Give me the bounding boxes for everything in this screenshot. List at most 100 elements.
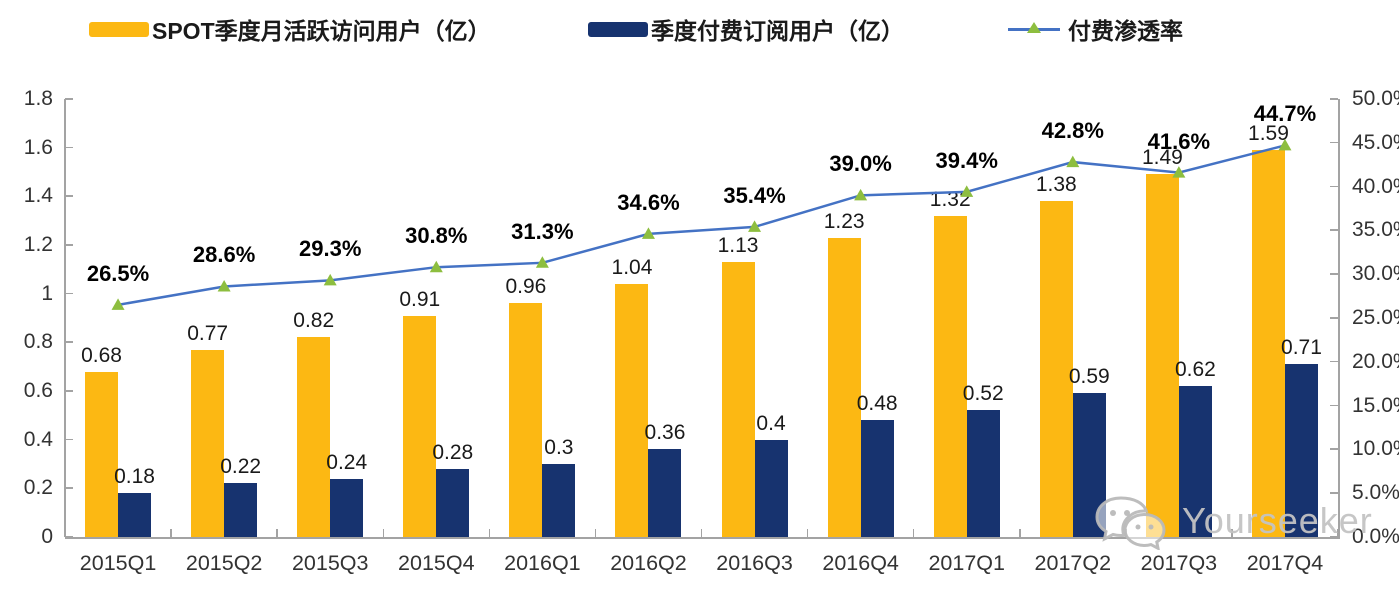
- right-axis-tick: [1330, 141, 1338, 144]
- bar-label-mau: 0.77: [187, 321, 229, 345]
- bar-label-subs: 0.36: [644, 421, 686, 445]
- x-axis-tick: [912, 529, 915, 537]
- right-axis-tick-label: 35.0%: [1352, 218, 1399, 242]
- bar-subs: [542, 464, 576, 537]
- right-axis-tick: [1330, 360, 1338, 363]
- bar-label-mau: 0.68: [81, 343, 122, 367]
- bar-label-mau: 1.13: [717, 234, 759, 258]
- right-axis-tick: [1330, 317, 1338, 319]
- right-axis-line: [1338, 99, 1340, 537]
- x-axis-category-label: 2016Q1: [504, 551, 581, 575]
- bar-subs: [754, 439, 788, 537]
- left-axis-tick: [65, 292, 73, 295]
- triangle-marker-icon: [960, 185, 974, 197]
- x-axis-tick: [488, 529, 491, 537]
- bar-mau: [933, 215, 967, 537]
- right-axis-tick-label: 20.0%: [1352, 349, 1399, 373]
- bar-mau: [297, 337, 331, 537]
- triangle-marker-icon: [323, 273, 337, 286]
- bar-subs: [966, 410, 1000, 537]
- penetration-label: 30.8%: [405, 223, 468, 249]
- right-axis-tick-label: 5.0%: [1352, 481, 1399, 505]
- x-axis-tick: [64, 529, 66, 537]
- left-axis-tick: [65, 195, 73, 197]
- right-axis-tick: [1330, 492, 1338, 494]
- penetration-label: 28.6%: [192, 242, 256, 268]
- penetration-label: 39.4%: [935, 147, 998, 173]
- x-axis-category-label: 2015Q1: [79, 551, 157, 575]
- bar-subs: [118, 493, 152, 537]
- right-axis-tick: [1330, 229, 1338, 231]
- penetration-label: 26.5%: [86, 260, 150, 286]
- triangle-marker-icon: [1278, 138, 1292, 151]
- bar-label-subs: 0.62: [1174, 358, 1216, 382]
- left-axis-tick: [65, 390, 73, 392]
- right-axis-tick-label: 0.0%: [1352, 525, 1399, 548]
- x-axis-category-label: 2016Q2: [610, 551, 687, 575]
- legend-label-subs: 季度付费订阅用户（亿）: [651, 18, 904, 44]
- triangle-marker-icon: [641, 227, 655, 239]
- watermark-text: Yourseeker: [1182, 500, 1373, 541]
- bar-mau: [85, 371, 119, 537]
- legend-label-penetration: 付费渗透率: [1068, 18, 1183, 44]
- bar-label-mau: 0.82: [293, 309, 335, 333]
- left-axis-tick: [65, 98, 73, 100]
- triangle-marker-icon: [748, 220, 762, 232]
- x-axis-tick: [594, 529, 597, 537]
- x-axis-tick: [1019, 529, 1021, 537]
- left-axis-tick-label: 0.2: [23, 476, 53, 500]
- x-axis-category-label: 2015Q4: [398, 551, 475, 575]
- bar-mau: [827, 237, 861, 537]
- left-axis-tick-label: 0.4: [23, 427, 53, 451]
- left-axis-tick-label: 1.8: [23, 87, 53, 110]
- bar-subs: [1284, 364, 1318, 537]
- bar-subs: [648, 449, 682, 537]
- bar-mau: [1251, 150, 1285, 537]
- right-axis-tick-label: 15.0%: [1352, 393, 1399, 417]
- x-axis-category-label: 2015Q2: [185, 551, 263, 575]
- triangle-marker-icon: [535, 256, 549, 268]
- penetration-label: 44.7%: [1253, 101, 1317, 127]
- left-axis-line: [64, 99, 66, 537]
- bar-label-subs: 0.52: [962, 382, 1004, 406]
- x-axis-tick: [382, 529, 384, 537]
- x-axis-tick: [700, 529, 703, 537]
- left-axis-tick: [65, 487, 73, 489]
- legend-label-mau: SPOT季度月活跃访问用户（亿）: [152, 18, 491, 44]
- x-axis-line: [65, 537, 1340, 539]
- penetration-label: 42.8%: [1041, 118, 1104, 144]
- bar-mau: [721, 262, 755, 537]
- x-axis-category-label: 2017Q3: [1140, 551, 1218, 575]
- penetration-label: 35.4%: [723, 182, 786, 208]
- legend-item-subs: 季度付费订阅用户（亿）: [588, 16, 904, 44]
- bar-label-mau: 0.96: [505, 275, 547, 299]
- wechat-icon: [1095, 496, 1166, 550]
- left-axis-tick-label: 1.6: [23, 135, 53, 159]
- penetration-label: 39.0%: [829, 151, 892, 177]
- triangle-marker-icon: [1066, 155, 1080, 168]
- left-axis-tick: [65, 536, 73, 538]
- right-axis-tick: [1330, 273, 1338, 275]
- x-axis-category-label: 2017Q4: [1246, 551, 1324, 575]
- left-axis-tick-label: 1.2: [23, 233, 53, 256]
- triangle-marker-icon: [854, 188, 868, 201]
- right-axis-tick-label: 45.0%: [1352, 130, 1399, 154]
- bar-mau: [403, 315, 437, 537]
- x-axis-category-label: 2015Q3: [291, 551, 369, 575]
- x-axis-tick: [1337, 529, 1339, 537]
- left-axis-tick-label: 0: [41, 525, 53, 548]
- bar-subs: [330, 478, 364, 537]
- triangle-marker-icon: [429, 260, 443, 273]
- penetration-label: 41.6%: [1147, 128, 1211, 154]
- bar-subs: [224, 483, 258, 537]
- bar-label-mau: 1.23: [823, 209, 865, 233]
- bar-label-mau: 1.04: [611, 255, 653, 279]
- left-axis-tick-label: 0.6: [23, 379, 53, 402]
- plot-area: 0.68 0.18 26.5% 0.77 0.22 28.6% 0.82 0.24 29.3% 0…: [65, 99, 1338, 537]
- legend-swatch-mau-icon: [89, 21, 149, 37]
- right-axis-tick: [1330, 448, 1338, 450]
- bar-subs: [1178, 386, 1212, 537]
- x-axis-tick: [276, 529, 278, 537]
- bar-label-subs: 0.3: [544, 436, 574, 459]
